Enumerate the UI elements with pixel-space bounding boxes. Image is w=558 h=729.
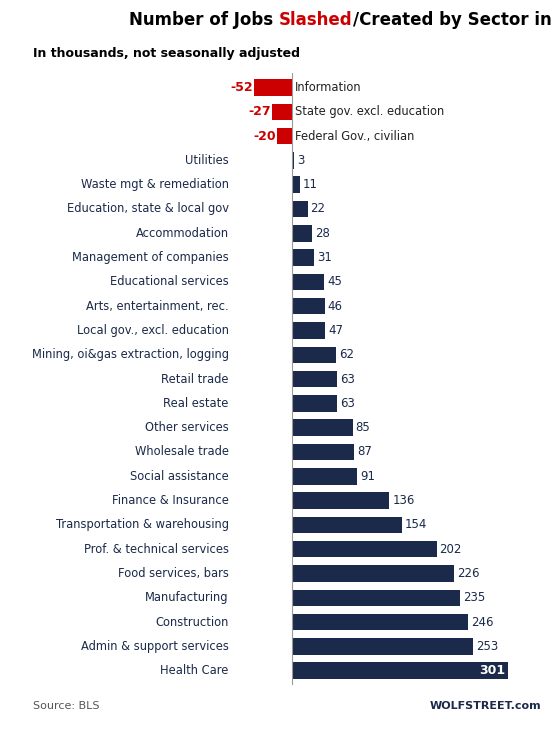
Text: Local gov., excl. education: Local gov., excl. education xyxy=(77,324,229,337)
Text: Waste mgt & remediation: Waste mgt & remediation xyxy=(81,178,229,191)
Bar xyxy=(292,152,294,168)
Text: 63: 63 xyxy=(340,373,355,386)
Text: 136: 136 xyxy=(392,494,415,507)
Text: 45: 45 xyxy=(327,276,342,289)
Bar xyxy=(292,419,353,436)
Text: 47: 47 xyxy=(328,324,343,337)
Text: Educational services: Educational services xyxy=(110,276,229,289)
Text: Information: Information xyxy=(295,81,361,94)
Text: Retail trade: Retail trade xyxy=(161,373,229,386)
Text: -20: -20 xyxy=(253,130,276,143)
Text: 62: 62 xyxy=(339,348,354,362)
Bar xyxy=(292,663,508,679)
Text: 85: 85 xyxy=(355,421,371,434)
Text: 3: 3 xyxy=(297,154,304,167)
Text: Slashed: Slashed xyxy=(279,11,353,29)
Text: /Created by Sector in 12 months: /Created by Sector in 12 months xyxy=(353,11,558,29)
Bar xyxy=(292,517,402,533)
Bar xyxy=(272,104,292,120)
Text: Management of companies: Management of companies xyxy=(72,251,229,264)
Text: Source: BLS: Source: BLS xyxy=(33,701,100,711)
Bar xyxy=(292,565,454,582)
Bar xyxy=(292,638,473,655)
Text: 253: 253 xyxy=(476,640,498,653)
Text: 226: 226 xyxy=(457,567,479,580)
Bar xyxy=(292,492,389,509)
Text: 202: 202 xyxy=(440,542,462,555)
Text: 22: 22 xyxy=(310,203,325,216)
Bar xyxy=(292,249,314,266)
Text: -27: -27 xyxy=(248,105,271,118)
Text: -52: -52 xyxy=(230,81,253,94)
Bar xyxy=(292,346,336,363)
Text: 28: 28 xyxy=(315,227,330,240)
Text: Admin & support services: Admin & support services xyxy=(81,640,229,653)
Bar xyxy=(292,614,468,631)
Bar xyxy=(292,322,325,339)
Bar xyxy=(292,590,460,606)
Text: 154: 154 xyxy=(405,518,427,531)
Bar xyxy=(292,468,357,485)
Bar xyxy=(292,273,324,290)
Text: Prof. & technical services: Prof. & technical services xyxy=(84,542,229,555)
Bar xyxy=(292,200,307,217)
Text: 301: 301 xyxy=(479,664,505,677)
Text: 87: 87 xyxy=(357,445,372,459)
Text: Education, state & local gov: Education, state & local gov xyxy=(67,203,229,216)
Text: Construction: Construction xyxy=(156,615,229,628)
Text: WOLFSTREET.com: WOLFSTREET.com xyxy=(430,701,541,711)
Bar xyxy=(292,444,354,460)
Bar xyxy=(277,128,292,144)
Text: 11: 11 xyxy=(302,178,318,191)
Text: Wholesale trade: Wholesale trade xyxy=(135,445,229,459)
Text: State gov. excl. education: State gov. excl. education xyxy=(295,105,444,118)
Text: Food services, bars: Food services, bars xyxy=(118,567,229,580)
Text: Accommodation: Accommodation xyxy=(136,227,229,240)
Bar xyxy=(292,298,325,314)
Bar xyxy=(292,541,437,558)
Text: 91: 91 xyxy=(360,469,375,483)
Text: Federal Gov., civilian: Federal Gov., civilian xyxy=(295,130,414,143)
Text: Mining, oi&gas extraction, logging: Mining, oi&gas extraction, logging xyxy=(32,348,229,362)
Text: Number of Jobs: Number of Jobs xyxy=(129,11,279,29)
Text: Social assistance: Social assistance xyxy=(130,469,229,483)
Bar xyxy=(292,395,337,412)
Bar xyxy=(292,176,300,193)
Bar xyxy=(292,225,312,241)
Text: 46: 46 xyxy=(328,300,343,313)
Text: Transportation & warehousing: Transportation & warehousing xyxy=(56,518,229,531)
Text: 31: 31 xyxy=(317,251,332,264)
Text: Arts, entertainment, rec.: Arts, entertainment, rec. xyxy=(86,300,229,313)
Bar xyxy=(292,371,337,387)
Text: Utilities: Utilities xyxy=(185,154,229,167)
Text: Other services: Other services xyxy=(145,421,229,434)
Bar xyxy=(254,79,292,95)
Text: In thousands, not seasonally adjusted: In thousands, not seasonally adjusted xyxy=(33,47,300,61)
Text: 246: 246 xyxy=(471,615,494,628)
Text: Manufacturing: Manufacturing xyxy=(145,591,229,604)
Text: Health Care: Health Care xyxy=(160,664,229,677)
Text: 63: 63 xyxy=(340,397,355,410)
Text: Real estate: Real estate xyxy=(163,397,229,410)
Text: Finance & Insurance: Finance & Insurance xyxy=(112,494,229,507)
Text: 235: 235 xyxy=(463,591,485,604)
